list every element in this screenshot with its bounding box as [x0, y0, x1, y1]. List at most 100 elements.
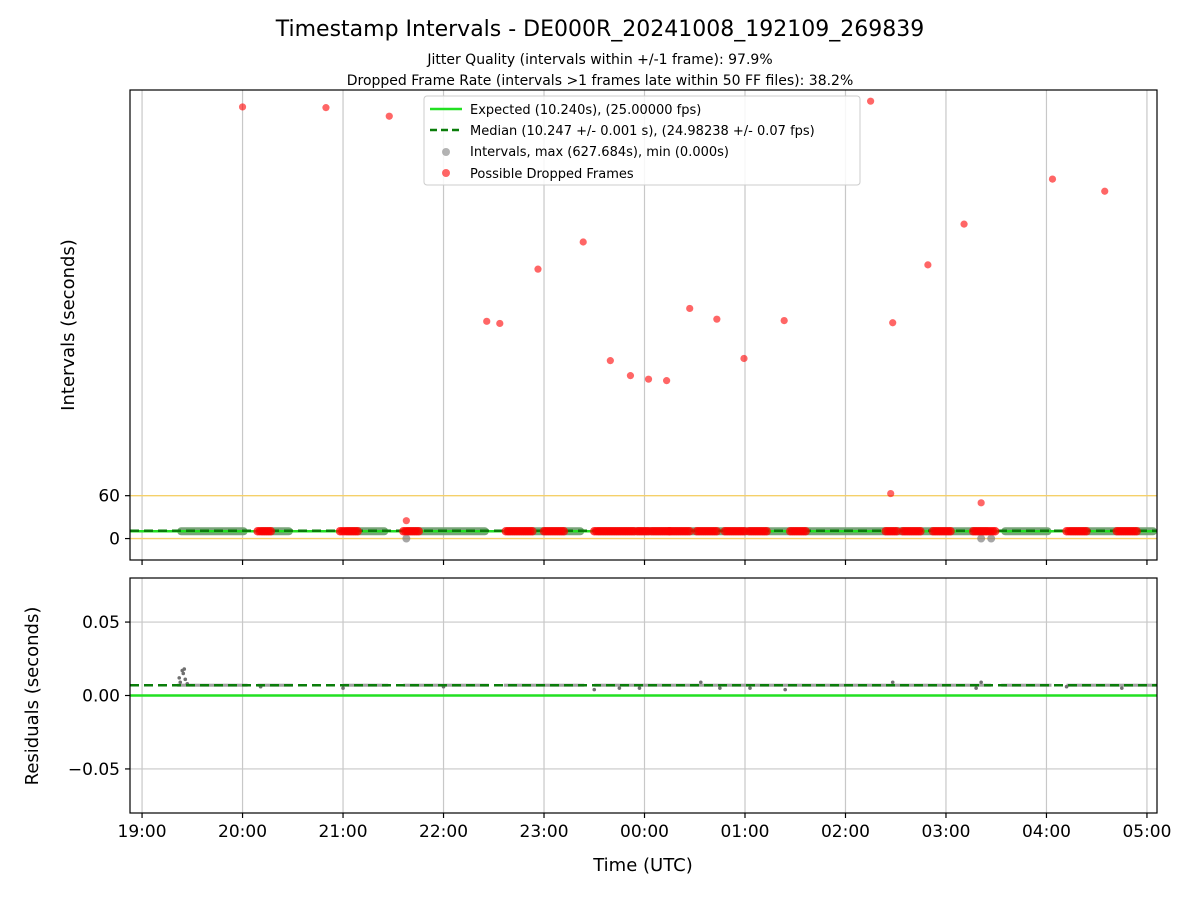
- dropped-frame-point: [889, 319, 897, 327]
- dropped-frame-point: [867, 97, 875, 105]
- legend-dropped-label: Possible Dropped Frames: [470, 167, 634, 182]
- dropped-frame-point: [663, 377, 671, 385]
- dropped-frame-point: [762, 527, 771, 536]
- dropped-frame-point: [238, 103, 247, 111]
- dropped-frame-point: [712, 527, 721, 536]
- chart-title: Timestamp Intervals - DE000R_20241008_19…: [275, 17, 925, 42]
- y-tick-label: 60: [98, 487, 120, 507]
- residual-point: [783, 687, 787, 692]
- intervals-x-ticks: [141, 560, 1148, 565]
- dropped-frame-point: [946, 527, 955, 536]
- legend-median-label: Median (10.247 +/- 0.001 s), (24.98238 +…: [470, 124, 815, 139]
- dropped-frame-point: [534, 265, 542, 273]
- dropped-frame-point: [1101, 187, 1109, 195]
- interval-point: [977, 534, 986, 543]
- legend-expected-label: Expected (10.240s), (25.00000 fps): [470, 103, 701, 118]
- dropped-frame-point: [644, 375, 653, 383]
- residual-point: [979, 680, 983, 685]
- residual-cluster: [343, 683, 389, 687]
- dropped-frame-point: [740, 354, 748, 363]
- x-tick-label: 20:00: [218, 822, 267, 842]
- residual-point: [698, 680, 703, 685]
- chart-subtitle-dropped: Dropped Frame Rate (intervals >1 frames …: [347, 73, 854, 89]
- interval-point: [987, 534, 996, 543]
- x-tick-label: 22:00: [419, 822, 468, 842]
- dropped-frame-point: [414, 527, 424, 536]
- dropped-frame-point: [1048, 175, 1057, 183]
- dropped-frame-point: [801, 527, 810, 536]
- y-tick-label: −0.05: [68, 760, 120, 780]
- dropped-frame-point: [685, 527, 694, 536]
- legend-dropped-swatch: [442, 169, 450, 177]
- dropped-frame-point: [924, 261, 932, 269]
- dropped-frame-point: [322, 104, 330, 112]
- residuals-series: [130, 667, 1157, 697]
- dropped-frame-point: [780, 316, 788, 325]
- x-tick-label: 23:00: [520, 822, 569, 842]
- y-tick-label: 0: [109, 530, 120, 550]
- dropped-frame-point: [266, 527, 276, 536]
- dropped-frame-point: [579, 238, 587, 246]
- x-tick-label: 04:00: [1022, 822, 1071, 842]
- x-tick-label: 03:00: [921, 822, 970, 842]
- intervals-y-ticks: 0 60: [98, 487, 130, 550]
- residual-point: [178, 680, 183, 685]
- dropped-frame-point: [496, 319, 504, 328]
- dropped-frame-point: [559, 527, 569, 536]
- intervals-y-axis-label: Intervals (seconds): [58, 239, 79, 411]
- dropped-frame-point: [713, 315, 721, 323]
- residual-point: [592, 687, 597, 692]
- residual-cluster: [177, 683, 248, 687]
- residuals-y-axis-label: Residuals (seconds): [22, 607, 43, 786]
- dropped-frame-point: [402, 517, 410, 525]
- x-tick-label: 05:00: [1122, 822, 1171, 842]
- legend-intervals-swatch: [442, 148, 450, 156]
- dropped-frame-point: [1082, 527, 1091, 536]
- residual-point: [617, 686, 622, 690]
- dropped-frame-point: [626, 372, 635, 380]
- residual-point: [341, 686, 345, 690]
- y-tick-label: 0.00: [82, 687, 120, 707]
- legend-intervals-label: Intervals, max (627.684s), min (0.000s): [470, 145, 729, 160]
- intervals-series: [130, 97, 1157, 543]
- chart-subtitle-jitter: Jitter Quality (intervals within +/-1 fr…: [426, 52, 772, 68]
- x-axis-label: Time (UTC): [592, 855, 693, 876]
- residual-point: [748, 686, 752, 690]
- residual-point: [974, 686, 978, 690]
- intervals-panel: 0 60 Intervals (seconds) Expected (10.240…: [58, 89, 1158, 565]
- dropped-frame-point: [887, 489, 895, 498]
- residual-point: [1064, 684, 1069, 689]
- residual-point: [890, 680, 895, 685]
- dropped-frame-point: [991, 527, 1000, 536]
- dropped-frame-point: [892, 527, 901, 536]
- x-tick-label: 21:00: [319, 822, 368, 842]
- legend-box: [423, 95, 861, 186]
- residual-point: [718, 686, 722, 690]
- x-tick-label: 01:00: [720, 822, 769, 842]
- dropped-frame-point: [483, 317, 491, 325]
- dropped-frame-point: [686, 304, 694, 313]
- residuals-x-ticks: 19:00 20:00 21:00 22:00 23:00 00:00 01:00 02:00…: [118, 813, 1171, 842]
- legend: Expected (10.240s), (25.00000 fps) Media…: [423, 95, 861, 186]
- dropped-frame-point: [385, 112, 393, 120]
- x-tick-label: 02:00: [821, 822, 870, 842]
- dropped-frame-point: [960, 220, 968, 228]
- dropped-frame-point: [977, 499, 985, 507]
- y-tick-label: 0.05: [82, 613, 120, 633]
- intervals-axes-frame: [129, 89, 1158, 561]
- residuals-panel: 0.05 0.00 −0.05 19:00 20:00 21:00 22:00 23:00 0…: [22, 577, 1171, 876]
- x-tick-label: 19:00: [118, 822, 167, 842]
- x-tick-label: 00:00: [620, 822, 669, 842]
- residual-point: [182, 667, 187, 671]
- residual-point: [177, 676, 182, 680]
- interval-point: [402, 534, 411, 543]
- residual-point: [181, 671, 186, 676]
- residuals-y-ticks: 0.05 0.00 −0.05: [68, 613, 130, 780]
- residual-point: [183, 677, 188, 682]
- residual-point: [637, 686, 642, 690]
- dropped-frame-point: [528, 527, 537, 536]
- residual-point: [1120, 686, 1124, 690]
- dropped-frame-point: [353, 527, 362, 536]
- dropped-frame-point: [1132, 527, 1141, 536]
